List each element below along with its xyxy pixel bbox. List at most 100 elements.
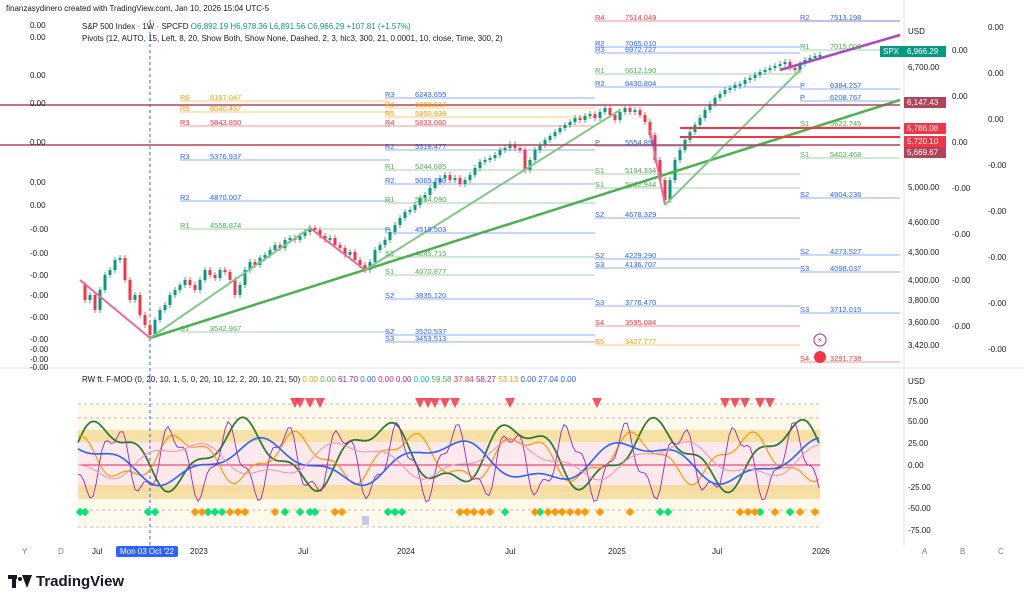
candle-body bbox=[148, 325, 152, 335]
candle-body bbox=[318, 230, 322, 236]
pivot-name: R1 bbox=[595, 66, 605, 75]
pivot-value: 3776.470 bbox=[625, 298, 656, 307]
candle-body bbox=[548, 136, 552, 140]
candle-body bbox=[278, 245, 282, 248]
tradingview-logo-icon bbox=[8, 574, 32, 589]
price-axis-label: 4,300.00 bbox=[908, 248, 940, 257]
bullish-marker bbox=[310, 507, 320, 517]
pivot-value: 6197.047 bbox=[210, 93, 241, 102]
pivot-name: S1 bbox=[385, 249, 394, 258]
bearish-marker bbox=[469, 507, 479, 517]
pivot-name: R2 bbox=[595, 79, 605, 88]
pivot-name: R2 bbox=[180, 193, 190, 202]
oscillator-line bbox=[77, 436, 820, 487]
oscillator-scale-label: -50.00 bbox=[908, 504, 931, 513]
down-leg-3 bbox=[649, 129, 666, 206]
top-signal-marker bbox=[720, 398, 730, 408]
candle-body bbox=[133, 295, 137, 300]
top-signal-marker bbox=[415, 398, 425, 408]
scale-mode-button[interactable]: A bbox=[922, 547, 928, 556]
candle-body bbox=[573, 118, 577, 122]
symbol-legend[interactable]: S&P 500 Index · 1W · SPCFD O6,892.19 H6,… bbox=[82, 22, 411, 31]
osc-band-upper bbox=[78, 430, 820, 442]
pivot-name: S1 bbox=[800, 119, 809, 128]
candle-body bbox=[123, 258, 127, 280]
pivot-value: 5634.090 bbox=[415, 195, 446, 204]
osc-band-bottom bbox=[78, 499, 820, 527]
candle-body bbox=[698, 118, 702, 125]
scale-mode-button[interactable]: B bbox=[960, 547, 966, 556]
right-scale-label: -0.00 bbox=[952, 230, 971, 239]
left-scale-label: 0.00 bbox=[30, 178, 46, 187]
up-leg-2 bbox=[364, 109, 621, 271]
bearish-marker bbox=[337, 507, 347, 517]
candle-body bbox=[363, 265, 367, 270]
pivot-value: 5012.944 bbox=[625, 180, 656, 189]
top-signal-marker bbox=[430, 398, 440, 408]
oscillator-value: 0.00 bbox=[358, 375, 376, 384]
oscillator-value: 0.00 bbox=[411, 375, 430, 384]
pivot-value: 5554.890 bbox=[625, 138, 656, 147]
candle-body bbox=[763, 70, 767, 72]
left-scale-label: 0.00 bbox=[30, 21, 46, 30]
candle-body bbox=[328, 238, 332, 240]
candle-body bbox=[643, 115, 647, 122]
candle-body bbox=[168, 295, 172, 305]
candle-body bbox=[658, 160, 662, 180]
pivot-value: 6243.655 bbox=[415, 90, 446, 99]
top-signal-marker bbox=[730, 398, 740, 408]
pivot-value: 5065.780 bbox=[415, 176, 446, 185]
oscillator-value: 53.13 bbox=[495, 375, 519, 384]
long-trendline bbox=[149, 98, 901, 340]
right-scale-label: -0.00 bbox=[988, 161, 1007, 170]
candle-body bbox=[358, 260, 362, 265]
pivot-value: 5244.685 bbox=[415, 162, 446, 171]
candle-body bbox=[353, 252, 357, 260]
left-scale-label: -0.00 bbox=[30, 271, 49, 280]
candle-body bbox=[108, 270, 112, 275]
candle-body bbox=[383, 240, 387, 245]
bearish-marker bbox=[330, 507, 340, 517]
scale-mode-button[interactable]: C bbox=[998, 547, 1004, 556]
oscillator-legend[interactable]: RW ft. F-MOD (0, 20, 10, 1, 5, 0, 20, 10… bbox=[82, 375, 576, 384]
candle-body bbox=[793, 68, 797, 70]
lightning-event-icon[interactable] bbox=[813, 333, 827, 347]
time-axis[interactable]: Jul 2023 Jul 2024 Jul 2025 Jul 2026 Mon 03 Oct '… bbox=[0, 545, 1024, 559]
pivot-name: R3 bbox=[180, 118, 190, 127]
candle-body bbox=[613, 115, 617, 120]
bullish-marker bbox=[655, 507, 665, 517]
pivot-name: R3 bbox=[595, 45, 605, 54]
flag-event-icon[interactable] bbox=[814, 351, 826, 363]
time-range-button[interactable]: D bbox=[58, 547, 64, 556]
top-signal-marker bbox=[755, 398, 765, 408]
bearish-marker bbox=[770, 507, 780, 517]
candle-body bbox=[768, 68, 772, 70]
candle-body bbox=[578, 118, 582, 120]
pivots-indicator-legend[interactable]: Pivots (12, AUTO, 15, Left, 8, 20, Show … bbox=[82, 34, 503, 43]
pivot-name: P bbox=[595, 138, 600, 147]
candle-body bbox=[783, 62, 787, 64]
oscillator-scale-label: -75.00 bbox=[908, 526, 931, 535]
pivot-value: 3542.967 bbox=[210, 324, 241, 333]
oscillator-currency-label[interactable]: USD bbox=[908, 377, 925, 386]
pivot-name: R3 bbox=[385, 90, 395, 99]
pivot-name: S5 bbox=[595, 337, 604, 346]
price-currency-label[interactable]: USD bbox=[908, 27, 925, 36]
time-range-button[interactable]: Y bbox=[22, 547, 28, 556]
candle-body bbox=[593, 114, 597, 118]
bearish-marker bbox=[625, 507, 635, 517]
bearish-marker bbox=[810, 507, 820, 517]
top-signal-marker bbox=[423, 398, 433, 408]
bearish-marker bbox=[750, 507, 760, 517]
candle-body bbox=[348, 252, 352, 255]
candle-body bbox=[433, 182, 437, 188]
ohlc-high: H6,978.36 bbox=[230, 22, 268, 31]
candle-body bbox=[503, 148, 507, 150]
bullish-marker bbox=[663, 507, 673, 517]
bullish-marker bbox=[755, 507, 765, 517]
left-scale-label: 0.00 bbox=[30, 33, 46, 42]
bullish-marker bbox=[305, 507, 315, 517]
pivot-value: 4229.290 bbox=[625, 251, 656, 260]
price-axis-label: 4,000.00 bbox=[908, 276, 940, 285]
